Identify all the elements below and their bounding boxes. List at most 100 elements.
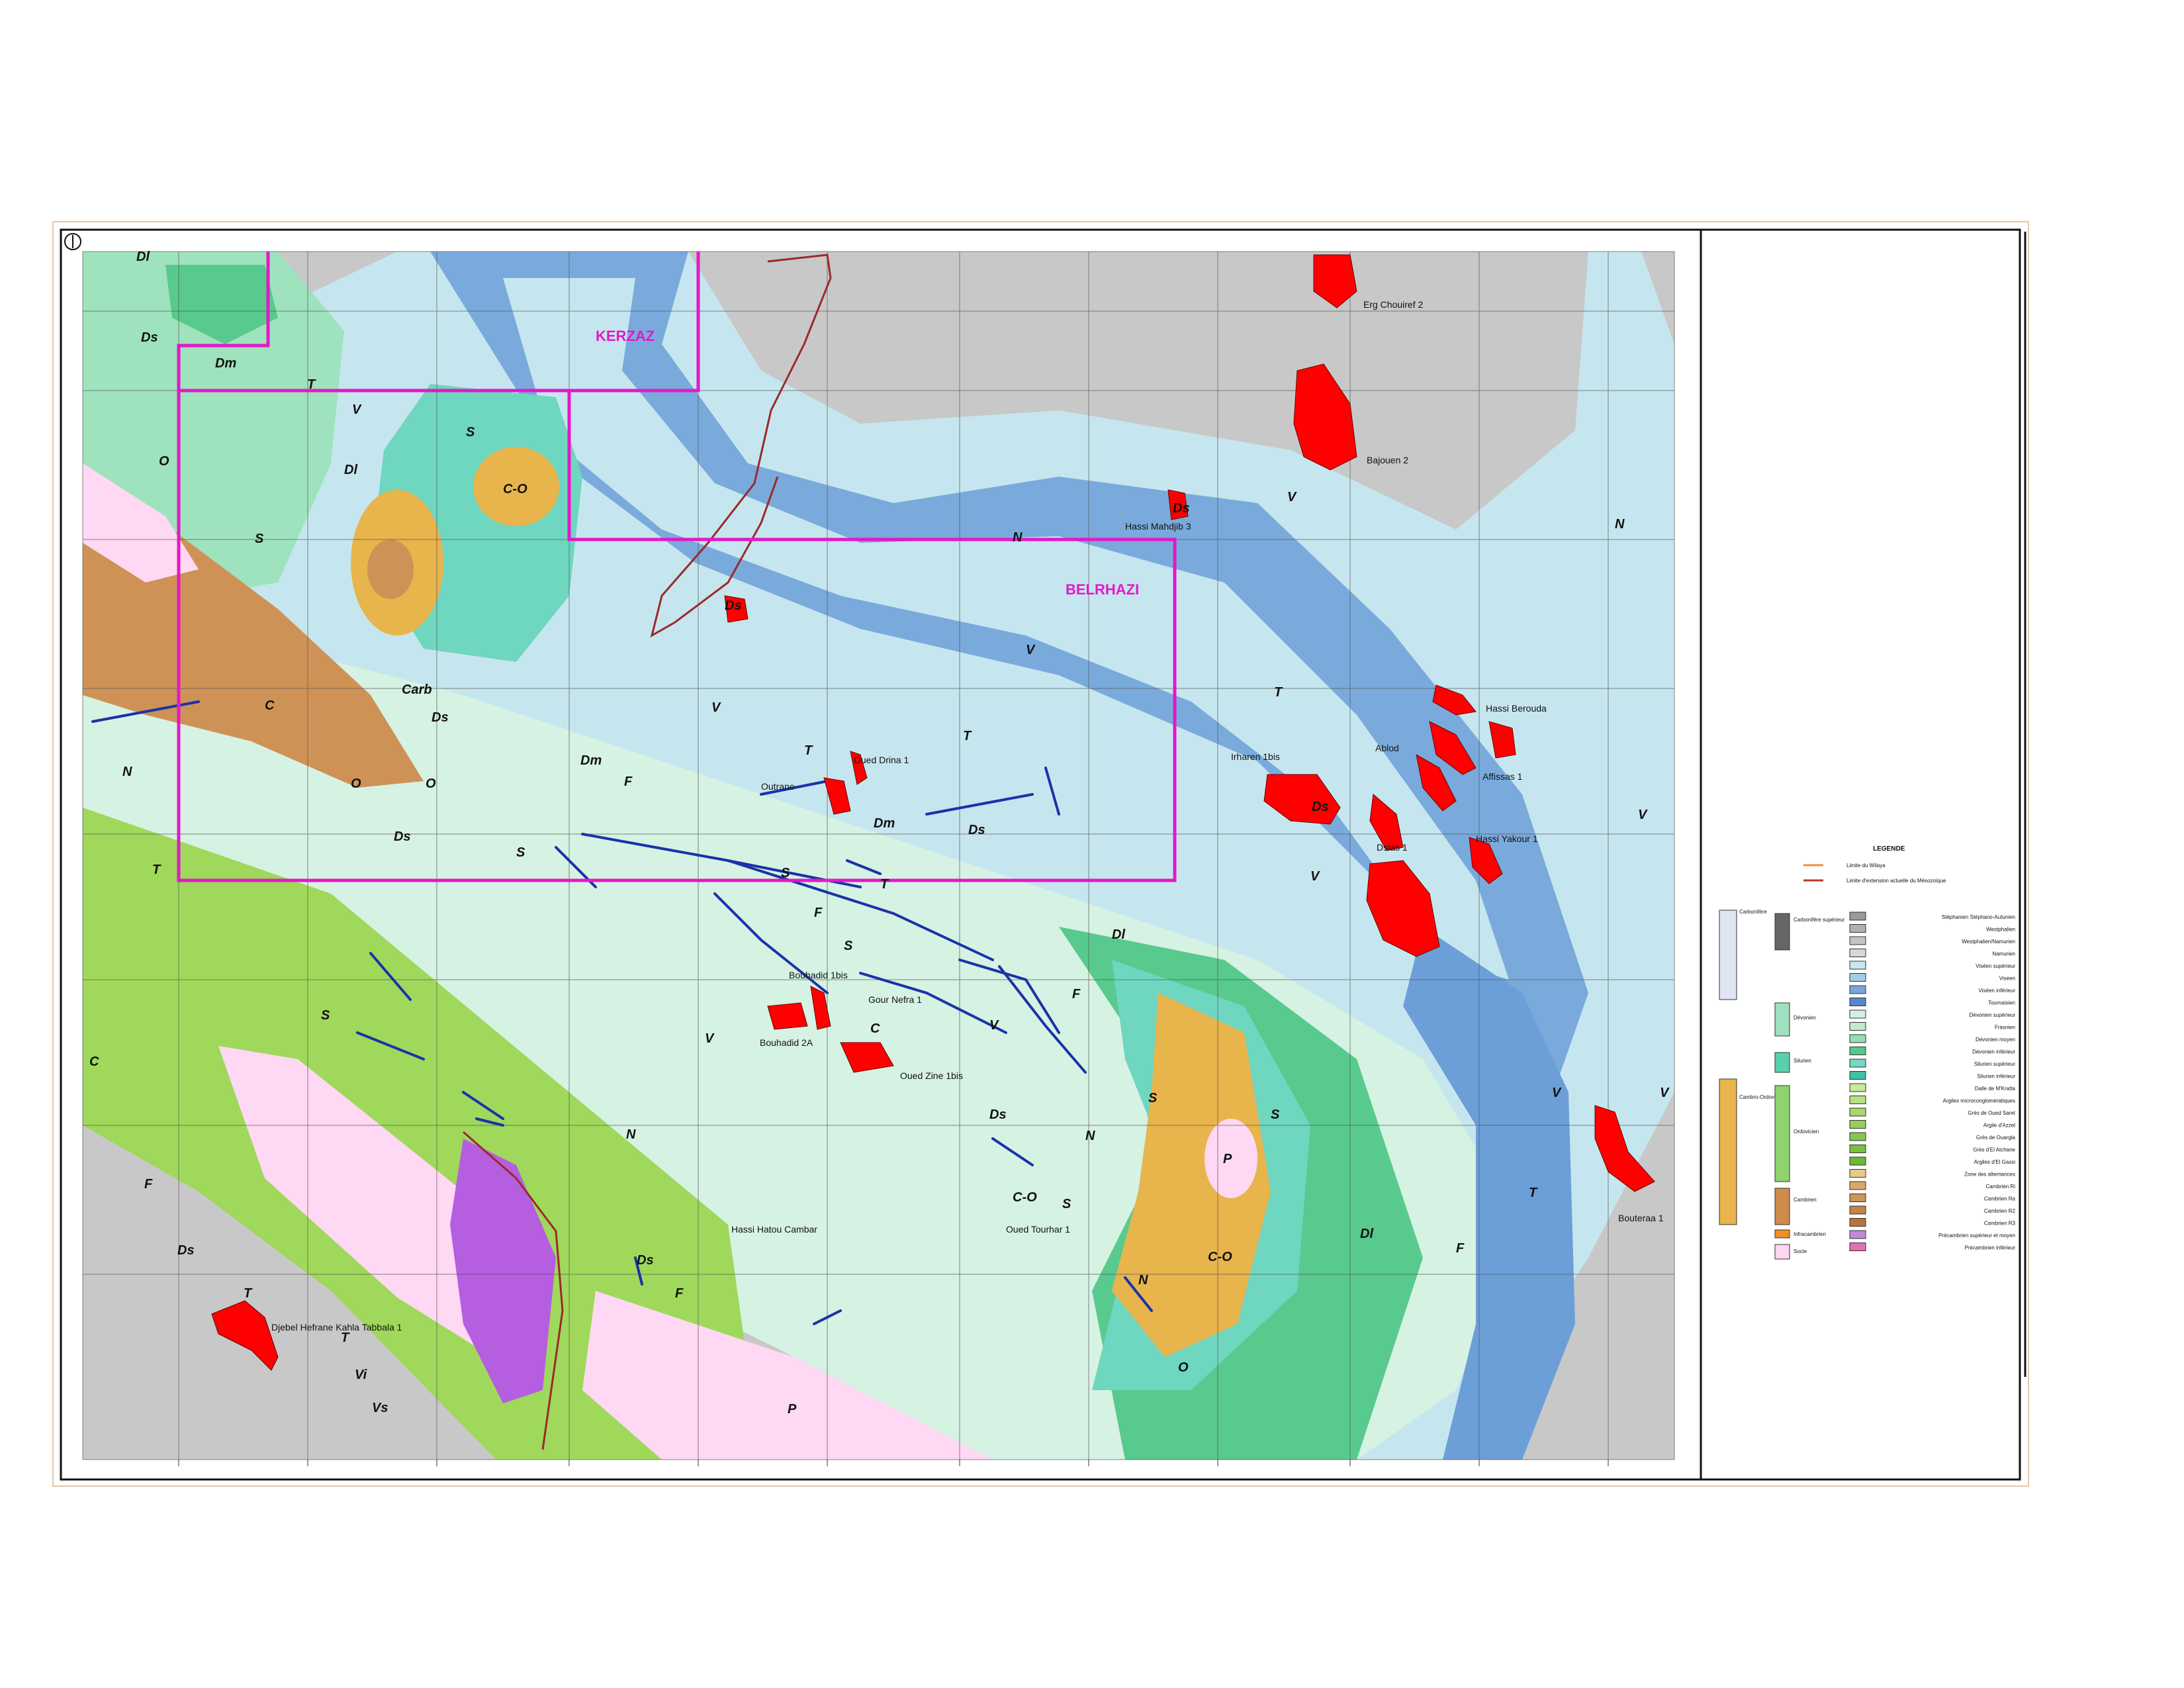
svg-text:V: V bbox=[1552, 1086, 1562, 1100]
legend-group-cambro-box bbox=[1719, 1078, 1737, 1225]
svg-text:S: S bbox=[516, 845, 525, 860]
unit-precambrien-west bbox=[450, 1139, 556, 1403]
svg-text:Dsias 1: Dsias 1 bbox=[1377, 842, 1408, 853]
legend-unit-swatch-u12 bbox=[1849, 1047, 1866, 1055]
legend-group-carbonifere-box bbox=[1719, 910, 1737, 1000]
legend-unit-label-u11: Dévonien moyen bbox=[1976, 1037, 2015, 1043]
fault-lines bbox=[91, 700, 1153, 1325]
svg-text:F: F bbox=[1072, 987, 1081, 1002]
svg-text:S: S bbox=[1062, 1197, 1071, 1211]
svg-text:V: V bbox=[1026, 643, 1036, 657]
svg-text:Hassi Berouda: Hassi Berouda bbox=[1486, 703, 1547, 714]
svg-text:V: V bbox=[705, 1031, 715, 1046]
svg-text:F: F bbox=[624, 774, 633, 789]
legend-unit-label-u1: Stéphanien Stéphano-Autunien bbox=[1942, 914, 2015, 920]
legend-unit-swatch-u18 bbox=[1849, 1120, 1866, 1129]
field-south-dsias bbox=[1366, 860, 1440, 957]
legend-unit-label-u14: Silurien inférieur bbox=[1977, 1074, 2015, 1080]
legend-sub-infracambrien-box bbox=[1774, 1229, 1790, 1239]
legend: LEGENDE Limite du Wilaya Limite d'extens… bbox=[1719, 845, 2016, 1260]
legend-sub-devonien-label: Dévonien bbox=[1794, 1015, 1816, 1021]
svg-text:V: V bbox=[989, 1018, 999, 1033]
svg-text:Dm: Dm bbox=[874, 816, 895, 831]
legend-unit-swatch-u20 bbox=[1849, 1145, 1866, 1153]
svg-text:N: N bbox=[1615, 517, 1625, 532]
legend-sub-silurien-box bbox=[1774, 1052, 1790, 1073]
legend-unit-swatch-u16 bbox=[1849, 1096, 1866, 1104]
legend-unit-swatch-u10 bbox=[1849, 1022, 1866, 1031]
legend-unit-label-u4: Namurien bbox=[1992, 951, 2015, 957]
legend-unit-label-u18: Argile d'Azzel bbox=[1983, 1123, 2015, 1129]
field-outrane bbox=[823, 777, 851, 815]
frame-ticks bbox=[178, 1460, 1609, 1466]
unit-visean-inner bbox=[503, 278, 1509, 980]
legend-unit-label-u15: Dalle de M'Kratta bbox=[1975, 1086, 2016, 1092]
svg-text:Ds: Ds bbox=[968, 823, 985, 837]
block-outlines bbox=[177, 252, 1177, 882]
legend-sub-devonien-box bbox=[1774, 1002, 1790, 1037]
unit-tournaisien-east bbox=[1403, 927, 1575, 1460]
svg-text:T: T bbox=[307, 377, 316, 392]
legend-group-cambro-label: Cambro-Ordovicien bbox=[1739, 1094, 1785, 1100]
svg-text:Affissas 1: Affissas 1 bbox=[1482, 771, 1523, 782]
unit-devonian-inf-northwest bbox=[165, 265, 278, 344]
mesozoic-limit-line bbox=[650, 254, 832, 638]
svg-text:F: F bbox=[675, 1286, 684, 1301]
legend-unit-label-u12: Dévonien inférieur bbox=[1972, 1049, 2015, 1055]
svg-text:S: S bbox=[844, 939, 853, 953]
legend-sub-socle-label: Socle bbox=[1794, 1248, 1807, 1254]
unit-co-north bbox=[473, 447, 559, 526]
svg-text:Bouhadid 2A: Bouhadid 2A bbox=[760, 1037, 813, 1048]
legend-unit-swatch-u21 bbox=[1849, 1156, 1866, 1166]
svg-text:V: V bbox=[1638, 808, 1648, 822]
legend-unit-swatch-u15 bbox=[1849, 1083, 1866, 1092]
svg-text:T: T bbox=[341, 1331, 350, 1345]
legend-unit-swatch-u27 bbox=[1849, 1230, 1866, 1239]
legend-unit-label-u27: Précambrien supérieur et moyen bbox=[1938, 1233, 2015, 1239]
svg-text:Ds: Ds bbox=[1173, 501, 1190, 516]
legend-unit-label-u7: Viséen inférieur bbox=[1979, 988, 2016, 994]
svg-text:Hassi Hatou Cambar: Hassi Hatou Cambar bbox=[731, 1224, 817, 1235]
field-hassi-yakour bbox=[1469, 837, 1503, 884]
field-bouteraa bbox=[1594, 1105, 1655, 1192]
field-djebel-hefrane bbox=[211, 1300, 279, 1371]
legend-unit-swatch-u28 bbox=[1849, 1243, 1866, 1251]
svg-text:S: S bbox=[255, 532, 264, 546]
svg-text:Bajouen 2: Bajouen 2 bbox=[1367, 455, 1408, 465]
legend-unit-swatch-u4 bbox=[1849, 949, 1866, 957]
legend-sub-ordovicien-box bbox=[1774, 1085, 1790, 1182]
legend-unit-label-u20: Grès d'El Atchane bbox=[1973, 1147, 2015, 1153]
legend-unit-swatch-u17 bbox=[1849, 1107, 1866, 1117]
legend-sub-silurien-label: Silurien bbox=[1794, 1058, 1811, 1064]
svg-text:Vs: Vs bbox=[372, 1401, 388, 1415]
legend-sub-carbsup-box bbox=[1774, 913, 1790, 951]
svg-text:Djebel Hefrane Kahla Tabbala 1: Djebel Hefrane Kahla Tabbala 1 bbox=[271, 1322, 402, 1333]
unit-socle-south bbox=[582, 1291, 993, 1460]
field-erg-chouiref bbox=[1313, 254, 1357, 308]
legend-unit-label-u6: Viséen bbox=[1999, 976, 2015, 982]
gas-fields bbox=[211, 254, 1655, 1371]
svg-text:N: N bbox=[1013, 530, 1023, 545]
belrhazi-block-outline bbox=[177, 391, 1177, 882]
block-label-kerzaz: KERZAZ bbox=[596, 328, 655, 344]
map-frame-outer bbox=[60, 228, 2021, 1481]
svg-text:N: N bbox=[626, 1127, 636, 1142]
svg-text:S: S bbox=[1148, 1091, 1158, 1105]
svg-text:N: N bbox=[122, 765, 132, 779]
svg-text:C: C bbox=[89, 1055, 99, 1069]
svg-text:T: T bbox=[804, 743, 813, 758]
legend-unit-swatch-u7 bbox=[1849, 985, 1866, 994]
svg-text:Oued Zine 1bis: Oued Zine 1bis bbox=[900, 1070, 963, 1081]
legend-sub-cambrien-label: Cambrien bbox=[1794, 1197, 1817, 1203]
mesozoic-limit-line-sw bbox=[463, 1131, 564, 1450]
svg-text:T: T bbox=[244, 1286, 253, 1301]
legend-line-1-label: Limite du Wilaya bbox=[1846, 863, 1886, 868]
svg-text:P: P bbox=[788, 1402, 797, 1417]
svg-text:V: V bbox=[711, 700, 721, 715]
legend-unit-label-u13: Silurien supérieur bbox=[1974, 1061, 2016, 1067]
svg-text:C: C bbox=[870, 1021, 880, 1036]
field-oued-drina bbox=[850, 751, 868, 785]
svg-text:Ds: Ds bbox=[1312, 800, 1329, 814]
legend-unit-swatch-u9 bbox=[1849, 1009, 1866, 1019]
